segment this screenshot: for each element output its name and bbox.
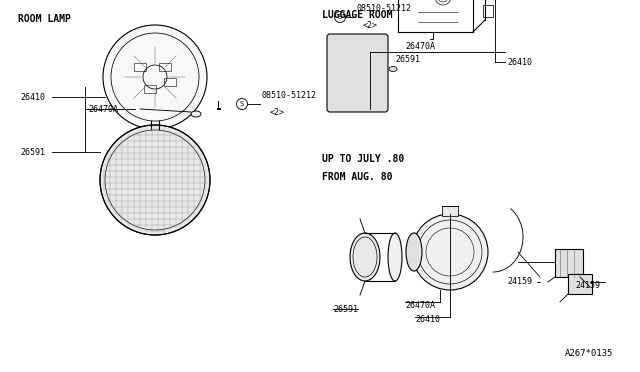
Text: 26591: 26591 [20, 148, 45, 157]
FancyBboxPatch shape [442, 206, 458, 216]
Text: 26470A: 26470A [405, 301, 435, 310]
Text: 26410: 26410 [507, 58, 532, 67]
FancyBboxPatch shape [555, 249, 583, 277]
Text: 26591: 26591 [395, 55, 420, 64]
Text: FROM AUG. 80: FROM AUG. 80 [322, 172, 392, 182]
FancyBboxPatch shape [568, 274, 592, 294]
Bar [134, 63, 146, 71]
Ellipse shape [406, 233, 422, 271]
Circle shape [100, 125, 210, 235]
Text: 08510-51212: 08510-51212 [357, 4, 412, 13]
Bar [483, 5, 493, 17]
Text: 26410: 26410 [20, 93, 45, 102]
Text: A267*0135: A267*0135 [565, 350, 613, 359]
Text: 24159: 24159 [575, 280, 600, 289]
Ellipse shape [389, 67, 397, 71]
Ellipse shape [350, 233, 380, 281]
Text: 26470A: 26470A [88, 105, 118, 113]
Ellipse shape [191, 111, 201, 117]
Text: 08510-51212: 08510-51212 [262, 91, 317, 100]
Circle shape [103, 25, 207, 129]
Bar [144, 85, 156, 93]
Text: S: S [240, 101, 244, 107]
Text: 24159: 24159 [507, 278, 532, 286]
Text: S: S [338, 14, 342, 20]
FancyBboxPatch shape [327, 34, 388, 112]
Text: 26591: 26591 [333, 305, 358, 314]
Bar [164, 78, 176, 86]
Bar [159, 63, 171, 71]
Text: <2>: <2> [270, 108, 285, 117]
Text: 26410: 26410 [415, 315, 440, 324]
Text: LUGGAGE ROOM: LUGGAGE ROOM [322, 10, 392, 20]
Text: UP TO JULY .80: UP TO JULY .80 [322, 154, 404, 164]
Circle shape [412, 214, 488, 290]
Text: ROOM LAMP: ROOM LAMP [18, 14, 71, 24]
Text: <2>: <2> [363, 21, 378, 30]
Text: 26470A: 26470A [405, 42, 435, 51]
Ellipse shape [388, 233, 402, 281]
